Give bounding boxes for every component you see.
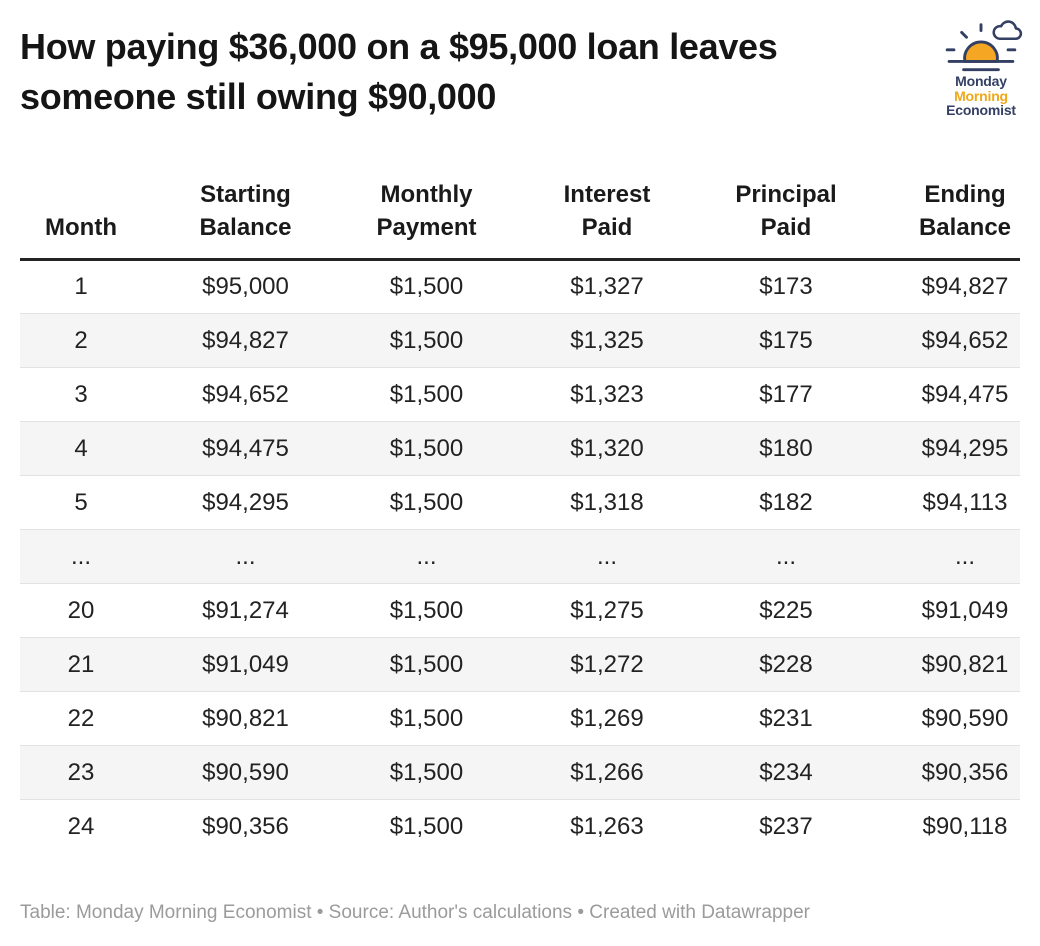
table-cell: $94,295 — [875, 421, 1020, 476]
table-cell: $94,475 — [875, 367, 1020, 422]
table-cell: 24 — [20, 799, 155, 854]
table-cell: $234 — [697, 745, 875, 800]
table-cell: $180 — [697, 421, 875, 476]
table-cell: $1,500 — [389, 273, 464, 300]
table-cell: $1,266 — [517, 745, 697, 800]
table-cell: $228 — [697, 637, 875, 692]
table-cell: $1,500 — [336, 799, 517, 854]
table-cell: $90,590 — [155, 745, 336, 800]
table-cell: 4 — [20, 421, 155, 476]
table-cell: $1,500 — [336, 583, 517, 638]
table-cell: $1,320 — [517, 421, 697, 476]
table-cell: $1,269 — [517, 691, 697, 746]
table-cell: 2 — [20, 313, 155, 368]
table-cell: ... — [155, 529, 336, 584]
table-cell: $177 — [697, 367, 875, 422]
table-cell: $1,325 — [517, 313, 697, 368]
table-cell: 20 — [20, 583, 155, 638]
table-cell: $90,821 — [875, 637, 1020, 692]
sunrise-cloud-icon — [945, 20, 1023, 72]
table-row: 2 $94,827 $1,500 $1,325 $175 $94,652 — [20, 313, 1020, 368]
column-header-interest-paid: Interest Paid — [517, 138, 697, 261]
table-row: 3 $94,652 $1,500 $1,323 $177 $94,475 — [20, 367, 1020, 422]
table-cell: $91,049 — [155, 637, 336, 692]
table-cell: $1,327 — [570, 273, 644, 300]
table-cell: $1,500 — [336, 475, 517, 530]
table-cell: $237 — [697, 799, 875, 854]
table-cell: $1,263 — [517, 799, 697, 854]
table-row: 4 $94,475 $1,500 $1,320 $180 $94,295 — [20, 421, 1020, 476]
logo-text-morning: Morning — [954, 87, 1008, 104]
table-cell: $1,500 — [336, 745, 517, 800]
column-header-month: Month — [20, 138, 155, 261]
table-row: 5 $94,295 $1,500 $1,318 $182 $94,113 — [20, 475, 1020, 530]
table-row: 20 $91,274 $1,500 $1,275 $225 $91,049 — [20, 583, 1020, 638]
table-cell: ... — [875, 529, 1020, 584]
table-cell: $90,590 — [875, 691, 1020, 746]
monday-morning-economist-logo: Monday Morning Economist — [937, 16, 1025, 118]
table-row: 21 $91,049 $1,500 $1,272 $228 $90,821 — [20, 637, 1020, 692]
table-cell: $231 — [697, 691, 875, 746]
table-cell: $1,500 — [336, 421, 517, 476]
table-cell: ... — [20, 529, 155, 584]
table-cell: $94,113 — [875, 475, 1020, 530]
table-row: 22 $90,821 $1,500 $1,269 $231 $90,590 — [20, 691, 1020, 746]
logo-text-economist: Economist — [946, 102, 1016, 118]
table-cell: $94,827 — [921, 273, 1009, 300]
table-cell: $90,821 — [155, 691, 336, 746]
table-cell: $90,356 — [875, 745, 1020, 800]
amortization-table: Month Starting Balance Monthly Payment I… — [20, 138, 1020, 854]
table-cell: $91,049 — [875, 583, 1020, 638]
table-cell: $1,323 — [517, 367, 697, 422]
table-cell: $225 — [697, 583, 875, 638]
table-cell: $1,500 — [336, 313, 517, 368]
table-cell: $1,500 — [336, 691, 517, 746]
page-title: How paying $36,000 on a $95,000 loan lea… — [20, 26, 778, 117]
table-cell: 22 — [20, 691, 155, 746]
table-cell: 23 — [20, 745, 155, 800]
table-row-ellipsis: ... ... ... ... ... ... — [20, 529, 1020, 584]
table-cell: $1,318 — [517, 475, 697, 530]
table-cell: $94,827 — [155, 313, 336, 368]
table-header-row: Month Starting Balance Monthly Payment I… — [20, 138, 1020, 261]
table-cell: 5 — [20, 475, 155, 530]
table-cell: ... — [336, 529, 517, 584]
table-cell: $90,118 — [875, 799, 1020, 854]
table-cell: $94,652 — [875, 313, 1020, 368]
table-row: 23 $90,590 $1,500 $1,266 $234 $90,356 — [20, 745, 1020, 800]
table-cell: $94,295 — [155, 475, 336, 530]
column-header-starting-balance: Starting Balance — [155, 138, 336, 261]
column-header-ending-balance: Ending Balance — [875, 138, 1020, 261]
table-cell: 1 — [74, 273, 88, 300]
column-header-monthly-payment: Monthly Payment — [336, 138, 517, 261]
table-cell: 21 — [20, 637, 155, 692]
table-cell: ... — [697, 529, 875, 584]
table-cell: $95,000 — [202, 273, 289, 300]
table-cell: $1,500 — [336, 367, 517, 422]
column-header-principal-paid: Principal Paid — [697, 138, 875, 261]
table-cell: $182 — [697, 475, 875, 530]
table-row: 1 $95,000 $1,500 $1,327 $173 $94,827 — [20, 260, 1020, 314]
table-cell: $175 — [697, 313, 875, 368]
table-cell: $94,475 — [155, 421, 336, 476]
table-cell: 3 — [20, 367, 155, 422]
table-cell: $1,500 — [336, 637, 517, 692]
table-cell: ... — [517, 529, 697, 584]
table-cell: $91,274 — [155, 583, 336, 638]
table-row: 24 $90,356 $1,500 $1,263 $237 $90,118 — [20, 799, 1020, 854]
table-cell: $90,356 — [155, 799, 336, 854]
table-cell: $1,275 — [517, 583, 697, 638]
table-cell: $173 — [759, 273, 813, 300]
attribution-text: Table: Monday Morning Economist • Source… — [20, 901, 810, 923]
table-cell: $94,652 — [155, 367, 336, 422]
logo-text-monday: Monday — [955, 73, 1007, 89]
table-cell: $1,272 — [517, 637, 697, 692]
